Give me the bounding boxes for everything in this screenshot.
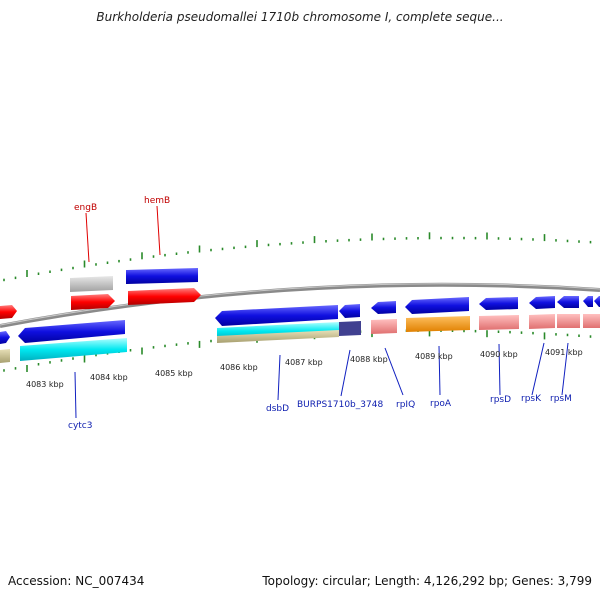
scale-label-4091: 4091 kbp <box>545 348 583 357</box>
gene-right-blue-b[interactable] <box>594 296 600 307</box>
chromosome-backbone <box>0 282 600 328</box>
gene-BURPS1710b_3748-feature[interactable] <box>339 304 360 318</box>
scale-label-4089: 4089 kbp <box>415 352 453 361</box>
gene-label-rpIQ[interactable]: rpIQ <box>396 400 415 410</box>
gene-cytc3-feature[interactable] <box>18 320 125 343</box>
gene-label-engB[interactable]: engB <box>74 203 97 213</box>
scale-label-4084: 4084 kbp <box>90 373 128 382</box>
gene-rpoA-product[interactable] <box>406 316 470 332</box>
label-connectors <box>74 205 569 419</box>
upper-tick-track <box>3 232 592 282</box>
accession-text: Accession: NC_007434 <box>8 574 145 588</box>
gene-BURPS1710b_3748-product[interactable] <box>339 321 361 336</box>
gene-engB-product[interactable] <box>71 294 115 310</box>
map-title: Burkholderia pseudomallei 1710b chromoso… <box>96 10 504 24</box>
gene-rpsK-product[interactable] <box>529 314 555 329</box>
gene-label-BURPS1710b_3748[interactable]: BURPS1710b_3748 <box>297 400 383 410</box>
scale-label-4088: 4088 kbp <box>350 355 388 364</box>
scale-label-4090: 4090 kbp <box>480 350 518 359</box>
scale-label-4085: 4085 kbp <box>155 369 193 378</box>
gene-label-dsbD[interactable]: dsbD <box>266 404 289 414</box>
gene-right-blue-a[interactable] <box>583 296 593 307</box>
gene-rpsK-feature[interactable] <box>529 296 555 309</box>
gene-right-pink[interactable] <box>583 314 600 328</box>
gene-rpsD-product[interactable] <box>479 315 519 330</box>
gene-dsbD-feature[interactable] <box>215 305 338 326</box>
gene-label-rpoA[interactable]: rpoA <box>430 399 452 409</box>
gene-cytc3-product[interactable] <box>20 338 127 361</box>
gene-label-hemB[interactable]: hemB <box>144 196 170 206</box>
gene-rpsD-feature[interactable] <box>479 297 518 310</box>
scale-label-4087: 4087 kbp <box>285 358 323 367</box>
scale-label-4083: 4083 kbp <box>26 380 64 389</box>
reverse-strand-genes <box>0 296 600 363</box>
gene-left-olive[interactable] <box>0 349 10 363</box>
gene-rpIQ-feature[interactable] <box>371 301 396 314</box>
gene-rpsM-feature[interactable] <box>557 296 579 308</box>
gene-left-red[interactable] <box>0 305 17 319</box>
gene-hemB-feature[interactable] <box>126 268 198 284</box>
gene-label-rpsD[interactable]: rpsD <box>490 395 511 405</box>
gene-label-cytc3[interactable]: cytc3 <box>68 421 92 431</box>
gene-dsbD-olive[interactable] <box>217 330 339 343</box>
gene-rpsM-product[interactable] <box>557 314 580 328</box>
gene-left-blue[interactable] <box>0 331 10 344</box>
scale-label-4086: 4086 kbp <box>220 363 258 372</box>
gene-rpoA-feature[interactable] <box>405 297 469 314</box>
gene-label-rpsK[interactable]: rpsK <box>521 394 542 404</box>
gene-engB-feature[interactable] <box>70 276 113 292</box>
gene-hemB-product[interactable] <box>128 288 201 305</box>
forward-strand-genes <box>0 268 201 319</box>
topology-text: Topology: circular; Length: 4,126,292 bp… <box>262 574 592 588</box>
gene-rpIQ-product[interactable] <box>371 319 397 334</box>
gene-label-rpsM[interactable]: rpsM <box>550 394 572 404</box>
